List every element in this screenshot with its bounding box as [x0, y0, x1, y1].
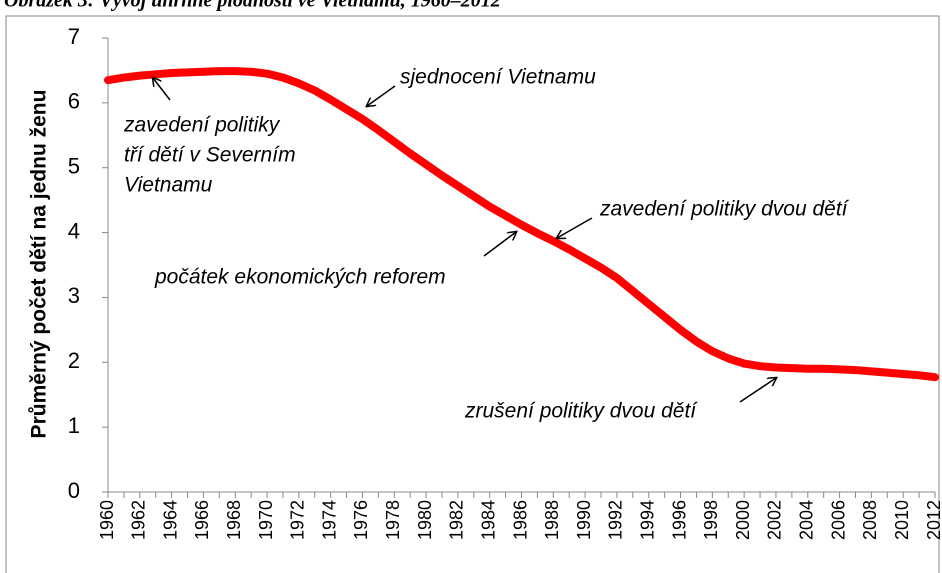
- annotation: zavedení politiky dvou dětí: [599, 198, 850, 221]
- annotation: zavedení politiky: [123, 114, 281, 137]
- annotation: Vietnamu: [124, 174, 213, 197]
- annotation-arrow: [153, 78, 171, 101]
- x-tick-label: 1966: [192, 500, 212, 540]
- annotation: počátek ekonomických reforem: [154, 266, 446, 289]
- x-tick-label: 1960: [97, 500, 117, 540]
- annotation-arrow: [367, 85, 396, 106]
- x-tick-label: 1962: [129, 500, 149, 540]
- x-tick-label: 1972: [288, 500, 308, 540]
- annotation-arrow: [557, 217, 593, 238]
- x-tick-label: 1982: [447, 500, 467, 540]
- x-tick-label: 2010: [892, 500, 912, 540]
- x-tick-label: 1992: [606, 500, 626, 540]
- x-tick-label: 1986: [510, 500, 530, 540]
- x-tick-label: 1976: [351, 500, 371, 540]
- x-tick-label: 1978: [383, 500, 403, 540]
- x-tick-label: 2002: [765, 500, 785, 540]
- y-tick-label: 7: [68, 24, 80, 49]
- x-tick-label: 1994: [637, 500, 657, 540]
- x-tick-label: 2004: [797, 500, 817, 540]
- x-tick-label: 2006: [828, 500, 848, 540]
- x-tick-label: 1984: [478, 500, 498, 540]
- annotation: zrušení politiky dvou dětí: [464, 400, 698, 423]
- x-tick-label: 1964: [160, 500, 180, 540]
- x-tick-label: 1988: [542, 500, 562, 540]
- annotation-arrow: [483, 232, 516, 257]
- y-tick-label: 1: [68, 413, 80, 438]
- y-tick-label: 6: [68, 89, 80, 114]
- annotation: sjednocení Vietnamu: [400, 66, 596, 89]
- x-tick-label: 1980: [415, 500, 435, 540]
- x-tick-label: 2000: [733, 500, 753, 540]
- annotation: tří dětí v Severním: [124, 144, 296, 167]
- y-tick-label: 4: [68, 218, 80, 243]
- x-tick-label: 1996: [669, 500, 689, 540]
- x-tick-label: 2008: [860, 500, 880, 540]
- y-tick-label: 5: [68, 154, 80, 179]
- x-tick-label: 1968: [224, 500, 244, 540]
- x-tick-label: 1998: [701, 500, 721, 540]
- chart-title: Obrázek 3: Vývoj úhrnné plodnosti ve Vie…: [4, 0, 501, 12]
- y-axis-label: Průměrný počet dětí na jednu ženu: [28, 90, 51, 439]
- y-tick-label: 2: [68, 348, 80, 373]
- annotation-arrow: [739, 378, 776, 403]
- x-tick-label: 1974: [319, 500, 339, 540]
- x-tick-label: 1970: [256, 500, 276, 540]
- x-tick-label: 1990: [574, 500, 594, 540]
- line-series: [104, 67, 939, 382]
- y-tick-label: 3: [68, 283, 80, 308]
- chart-frame: [5, 15, 940, 573]
- x-tick-label: 2012: [924, 500, 942, 540]
- y-tick-label: 0: [68, 478, 80, 503]
